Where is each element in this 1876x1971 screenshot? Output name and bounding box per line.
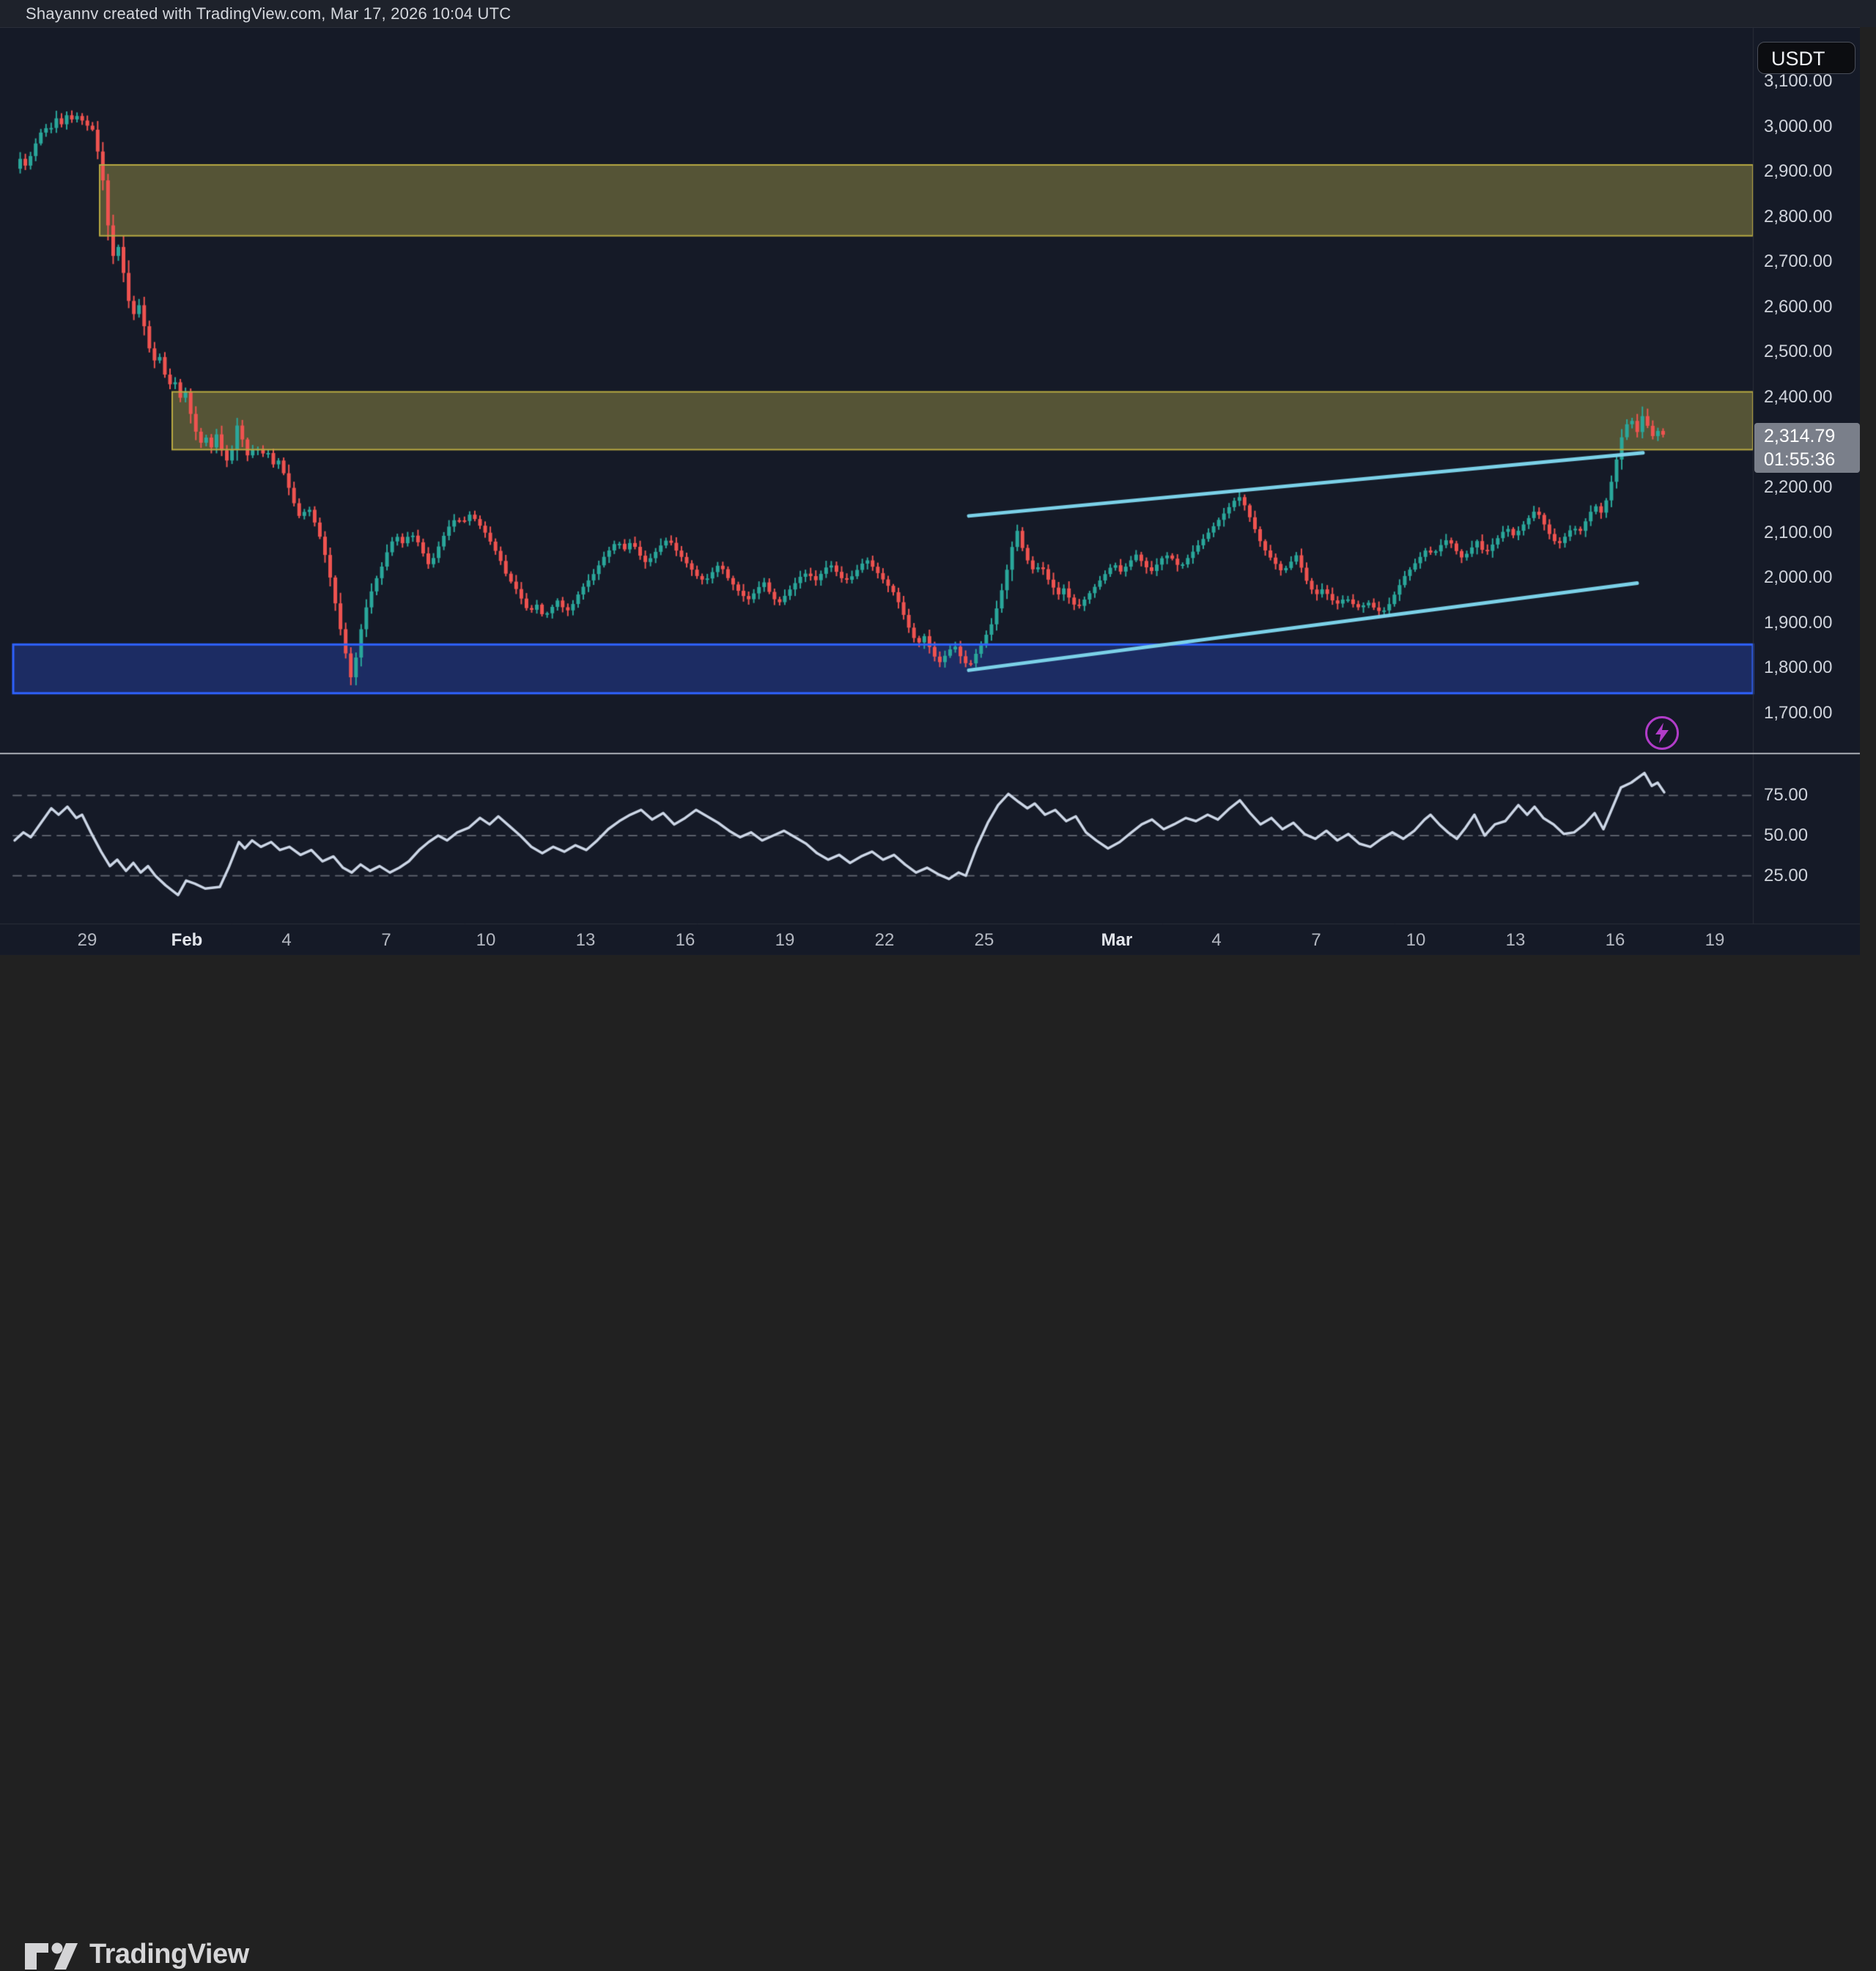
time-tick-label: 16	[675, 930, 695, 950]
rsi-tick-label: 50.00	[1764, 825, 1809, 845]
price-tick-label: 2,400.00	[1764, 387, 1833, 407]
rsi-tick-label: 25.00	[1764, 865, 1809, 885]
tradingview-logo-text: TradingView	[89, 1938, 249, 1970]
price-tick-label: 2,800.00	[1764, 206, 1833, 226]
price-tick-label: 3,100.00	[1764, 71, 1833, 92]
time-tick-label: 4	[281, 930, 292, 950]
time-tick-label: 13	[1505, 930, 1526, 950]
price-tick-label: 2,100.00	[1764, 522, 1833, 542]
lightning-icon	[1654, 723, 1670, 743]
chart-widget: 3,100.00 3,000.00 2,900.00 2,800.00 2,700.00…	[0, 27, 1860, 956]
time-tick-label: 29	[77, 930, 97, 950]
price-tick-label: 2,500.00	[1764, 342, 1833, 362]
time-tick-label: 19	[1705, 930, 1725, 950]
time-tick-label: 25	[974, 930, 994, 950]
price-tick-label: 2,200.00	[1764, 477, 1833, 498]
time-tick-label: 7	[1311, 930, 1321, 950]
time-tick-label: Feb	[171, 930, 203, 950]
bar-countdown: 01:55:36	[1764, 449, 1836, 470]
time-tick-label: 19	[775, 930, 795, 950]
time-tick-label: 4	[1211, 930, 1222, 950]
tradingview-logo[interactable]: TradingView	[23, 1937, 249, 1971]
current-price-badge: 2,314.79 01:55:36	[1754, 423, 1860, 473]
flash-action-button[interactable]	[1645, 716, 1679, 750]
price-tick-label: 1,800.00	[1764, 657, 1833, 678]
price-tick-label: 3,000.00	[1764, 116, 1833, 136]
time-tick-label: 13	[575, 930, 596, 950]
price-tick-label: 2,600.00	[1764, 296, 1833, 317]
pane-separator[interactable]	[0, 751, 1860, 756]
price-tick-label: 2,700.00	[1764, 251, 1833, 272]
price-chart-canvas[interactable]	[0, 28, 1860, 956]
quote-currency-badge[interactable]: USDT	[1757, 42, 1855, 74]
time-tick-label: 10	[1406, 930, 1426, 950]
attribution-text: Shayannv created with TradingView.com, M…	[26, 4, 512, 23]
price-tick-label: 2,000.00	[1764, 567, 1833, 588]
price-tick-label: 1,700.00	[1764, 702, 1833, 723]
attribution-bar: Shayannv created with TradingView.com, M…	[0, 0, 1876, 27]
time-tick-label: 16	[1605, 930, 1625, 950]
time-tick-label: 10	[476, 930, 496, 950]
time-tick-label: 22	[874, 930, 895, 950]
footer-bar: TradingView	[0, 955, 1876, 1970]
time-tick-label: 7	[381, 930, 391, 950]
tradingview-logo-icon	[23, 1937, 79, 1971]
time-tick-label: Mar	[1101, 930, 1133, 950]
current-price-value: 2,314.79	[1764, 426, 1836, 446]
price-tick-label: 2,900.00	[1764, 161, 1833, 182]
price-tick-label: 1,900.00	[1764, 612, 1833, 633]
rsi-tick-label: 75.00	[1764, 785, 1809, 806]
